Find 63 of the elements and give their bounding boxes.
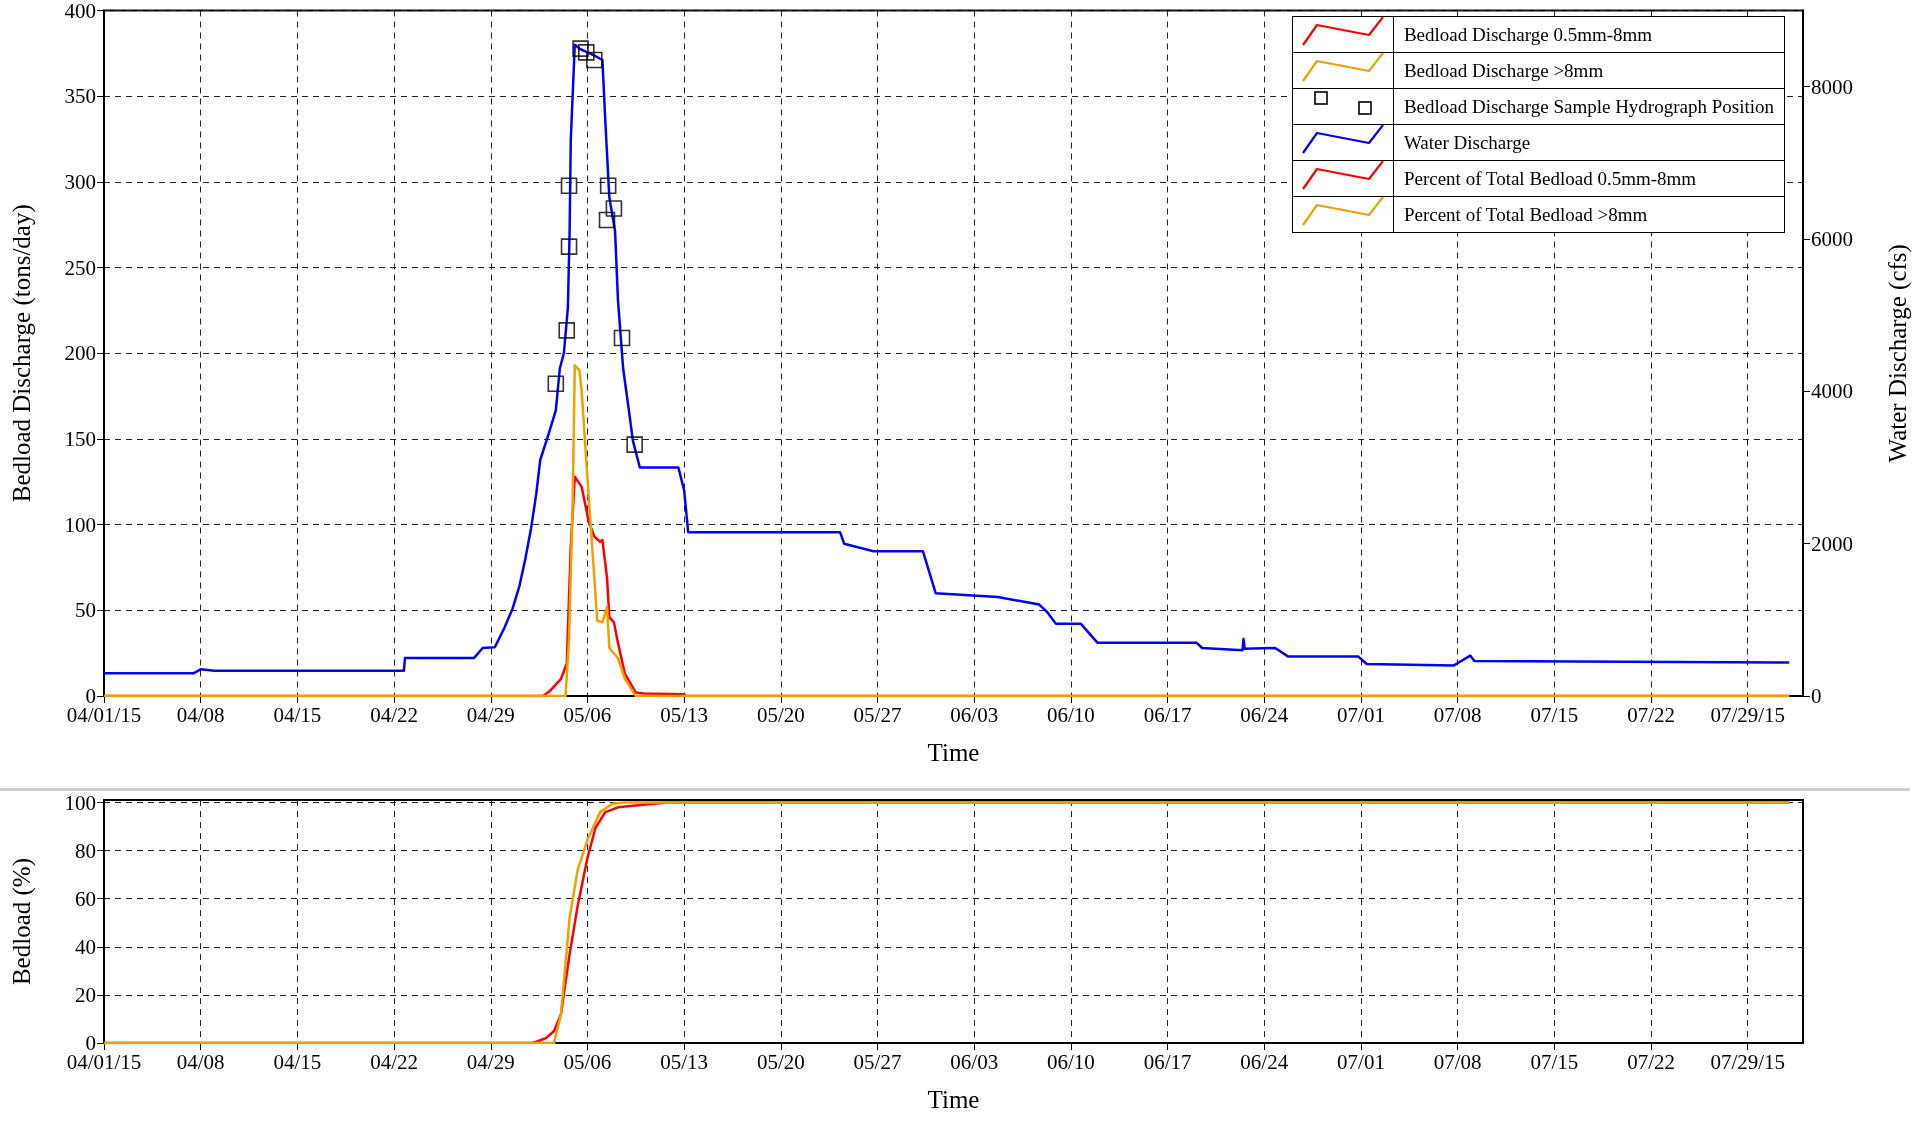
y2-axis-title: Water Discharge (cfs)	[1884, 244, 1912, 463]
x-tick-label: 07/22	[1627, 702, 1675, 727]
y-tick-label: 60	[75, 886, 96, 911]
legend-label: Water Discharge	[1393, 124, 1785, 161]
y2-tick-label: 8000	[1811, 74, 1853, 99]
y-tick-label: 40	[75, 934, 96, 959]
text: Percent of Total Bedload >8mm	[1403, 203, 1648, 225]
text: Percent of Total Bedload 0.5mm-8mm	[1403, 167, 1697, 189]
x-tick-label: 07/22	[1627, 1049, 1675, 1074]
x-tick-label: 06/10	[1046, 702, 1095, 727]
x-tick-label: 06/17	[1143, 702, 1192, 727]
y2-tick-label: 4000	[1811, 379, 1853, 404]
x-tick-label: 06/03	[950, 702, 999, 727]
legend-label: Bedload Discharge Sample Hydrograph Position	[1393, 88, 1785, 125]
x-tick-label: 05/13	[660, 702, 709, 727]
x-tick-label: 07/08	[1433, 1049, 1482, 1074]
x-tick-label: 07/01	[1337, 1049, 1385, 1074]
x-tick-label: 06/03	[950, 1049, 999, 1074]
x-tick-label: 06/17	[1143, 1049, 1192, 1074]
y-tick-label: 350	[64, 84, 96, 109]
x-tick-label: 07/15	[1530, 1049, 1579, 1074]
y-tick-label: 400	[64, 0, 96, 23]
y2-tick-label: 0	[1811, 684, 1822, 708]
y-tick-label: 200	[64, 341, 96, 366]
x-tick-label: 05/20	[756, 702, 805, 727]
x-tick-label: 04/22	[370, 702, 418, 727]
x-tick-label: 07/08	[1433, 702, 1482, 727]
x-tick-label: 06/10	[1046, 1049, 1095, 1074]
y-tick-label: 150	[64, 426, 96, 451]
legend-label: Bedload Discharge 0.5mm-8mm	[1393, 16, 1785, 53]
x-tick-label: 07/29/15	[1710, 702, 1786, 727]
y-axis-title: Bedload (%)	[8, 858, 36, 986]
x-tick-label: 05/27	[853, 1049, 902, 1074]
y-tick-label: 100	[64, 512, 96, 537]
x-tick-label: 07/29/15	[1710, 1049, 1786, 1074]
x-tick-label: 04/15	[273, 1049, 322, 1074]
y-tick-label: 80	[75, 838, 96, 863]
x-tick-label: 06/24	[1240, 1049, 1289, 1074]
x-tick-label: 04/08	[176, 702, 225, 727]
x-tick-label: 04/22	[370, 1049, 418, 1074]
x-tick-label: 04/08	[176, 1049, 225, 1074]
x-axis-title: Time	[927, 739, 980, 766]
y-tick-label: 250	[64, 255, 96, 280]
y-tick-label: 100	[64, 790, 96, 815]
x-tick-label: 04/15	[273, 702, 322, 727]
x-tick-label: 07/15	[1530, 702, 1579, 727]
y2-tick-label: 6000	[1811, 227, 1853, 251]
legend-label: Bedload Discharge >8mm	[1393, 52, 1785, 89]
y-tick-label: 50	[75, 598, 96, 623]
x-tick-label: 06/24	[1240, 702, 1289, 727]
x-tick-label: 05/27	[853, 702, 902, 727]
x-tick-label: 04/29	[466, 702, 515, 727]
x-axis-title: Time	[927, 1086, 980, 1113]
y-tick-label: 20	[75, 982, 96, 1007]
x-tick-label: 07/01	[1337, 702, 1385, 727]
x-tick-label: 05/06	[563, 702, 612, 727]
y-axis-title: Bedload Discharge (tons/day)	[8, 204, 36, 503]
x-tick-label: 05/06	[563, 1049, 612, 1074]
y-tick-label: 300	[64, 169, 96, 194]
x-tick-label: 05/20	[756, 1049, 805, 1074]
y2-tick-label: 2000	[1811, 531, 1853, 556]
x-tick-label: 05/13	[660, 1049, 709, 1074]
x-tick-label: 04/29	[466, 1049, 515, 1074]
